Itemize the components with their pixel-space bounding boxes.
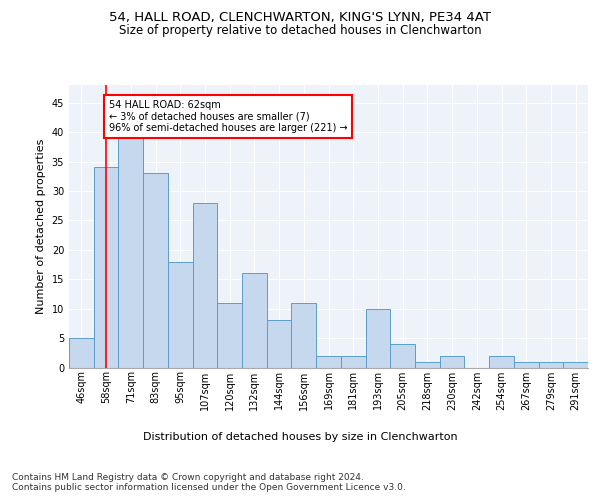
Bar [539,362,563,368]
Text: 54, HALL ROAD, CLENCHWARTON, KING'S LYNN, PE34 4AT: 54, HALL ROAD, CLENCHWARTON, KING'S LYNN… [109,11,491,24]
Bar [118,120,143,368]
Bar [94,168,118,368]
Bar [514,362,539,368]
Bar [168,262,193,368]
Bar [69,338,94,368]
Bar [242,274,267,368]
Bar [440,356,464,368]
Bar [193,202,217,368]
Bar [267,320,292,368]
Bar [143,174,168,368]
Text: Distribution of detached houses by size in Clenchwarton: Distribution of detached houses by size … [143,432,457,442]
Bar [217,303,242,368]
Bar [316,356,341,368]
Text: Size of property relative to detached houses in Clenchwarton: Size of property relative to detached ho… [119,24,481,37]
Bar [292,303,316,368]
Bar [341,356,365,368]
Bar [390,344,415,368]
Bar [563,362,588,368]
Text: Contains HM Land Registry data © Crown copyright and database right 2024.
Contai: Contains HM Land Registry data © Crown c… [12,472,406,492]
Y-axis label: Number of detached properties: Number of detached properties [36,138,46,314]
Text: 54 HALL ROAD: 62sqm
← 3% of detached houses are smaller (7)
96% of semi-detached: 54 HALL ROAD: 62sqm ← 3% of detached hou… [109,100,347,133]
Bar [489,356,514,368]
Bar [415,362,440,368]
Bar [365,308,390,368]
